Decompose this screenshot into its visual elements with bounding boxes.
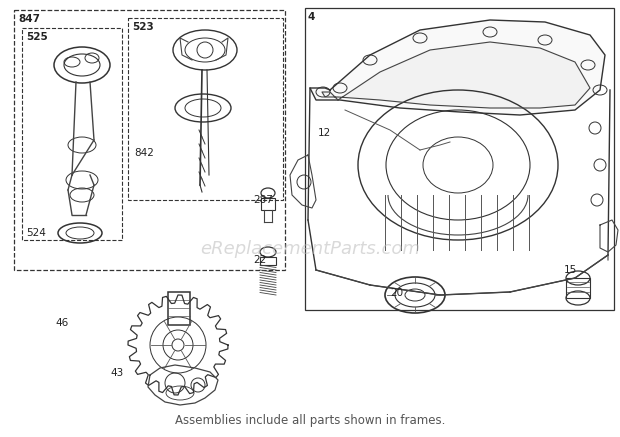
Polygon shape	[310, 20, 605, 115]
Text: 287: 287	[253, 195, 273, 205]
Bar	[14, 10, 285, 270]
Text: 15: 15	[564, 265, 577, 275]
Text: 842: 842	[134, 148, 154, 158]
Text: 46: 46	[55, 318, 68, 328]
Text: eReplacementParts.com: eReplacementParts.com	[200, 240, 420, 258]
Bar	[168, 292, 190, 325]
Text: 847: 847	[18, 14, 40, 24]
Text: 525: 525	[26, 32, 48, 42]
Bar	[22, 28, 122, 240]
Bar	[305, 8, 614, 310]
Text: 43: 43	[110, 368, 123, 378]
Bar	[261, 198, 275, 210]
Polygon shape	[322, 42, 590, 108]
Text: 22: 22	[253, 255, 266, 265]
Text: 20: 20	[390, 288, 403, 298]
Text: 4: 4	[308, 12, 316, 22]
Bar	[260, 257, 276, 265]
Text: 524: 524	[26, 228, 46, 238]
Text: 12: 12	[318, 128, 331, 138]
Bar	[128, 18, 283, 200]
Text: 523: 523	[132, 22, 154, 32]
Text: Assemblies include all parts shown in frames.: Assemblies include all parts shown in fr…	[175, 414, 445, 427]
Bar	[566, 278, 590, 298]
